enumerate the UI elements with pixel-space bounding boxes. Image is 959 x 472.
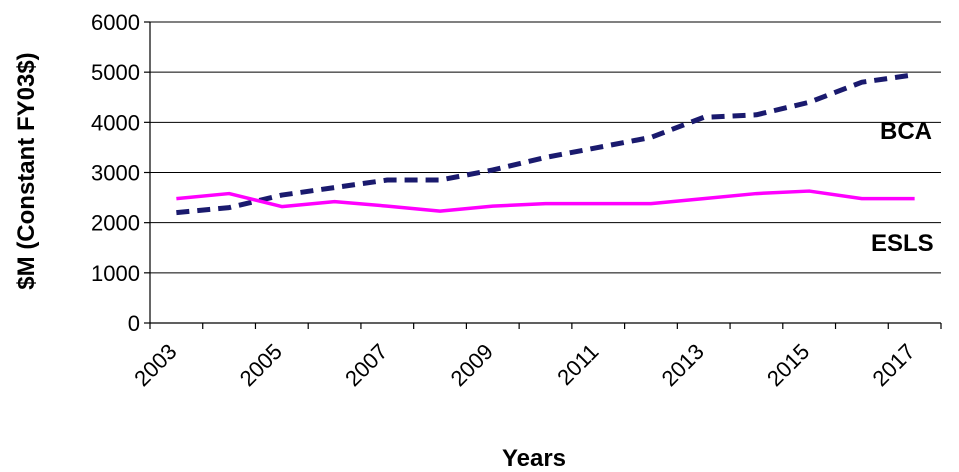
x-tick-label-2013: 2013	[657, 339, 709, 391]
x-axis-title: Years	[502, 445, 566, 472]
x-tick-marks	[149, 323, 942, 329]
x-tick-label-2017: 2017	[868, 339, 920, 391]
x-tick-label-2003: 2003	[129, 339, 181, 391]
x-tick-label-2011: 2011	[552, 339, 603, 390]
y-axis-title: $M (Constant FY03$)	[13, 52, 40, 289]
y-tick-label-1000: 1000	[91, 261, 140, 286]
x-tick-label-2015: 2015	[762, 339, 814, 391]
y-tick-label-6000: 6000	[91, 10, 140, 35]
y-tick-labels: 0 1000 2000 3000 4000 5000 6000	[91, 10, 150, 336]
y-tick-label-3000: 3000	[91, 161, 140, 186]
series-label-esls: ESLS	[871, 230, 934, 257]
y-tick-label-0: 0	[128, 311, 140, 336]
y-tick-label-4000: 4000	[91, 110, 140, 135]
x-tick-label-2007: 2007	[340, 339, 392, 391]
series-lines	[176, 72, 915, 216]
gridlines	[150, 21, 941, 274]
y-tick-label-5000: 5000	[91, 60, 140, 85]
y-tick-label-2000: 2000	[91, 211, 140, 236]
x-tick-label-2009: 2009	[446, 339, 498, 391]
x-tick-labels: 2003 2005 2007 2009 2011 2013 2015 2017	[129, 339, 920, 391]
series-labels: BCA ESLS	[871, 118, 934, 257]
x-tick-label-2005: 2005	[235, 339, 287, 391]
series-line-esls	[176, 189, 915, 213]
series-label-bca: BCA	[880, 118, 932, 145]
